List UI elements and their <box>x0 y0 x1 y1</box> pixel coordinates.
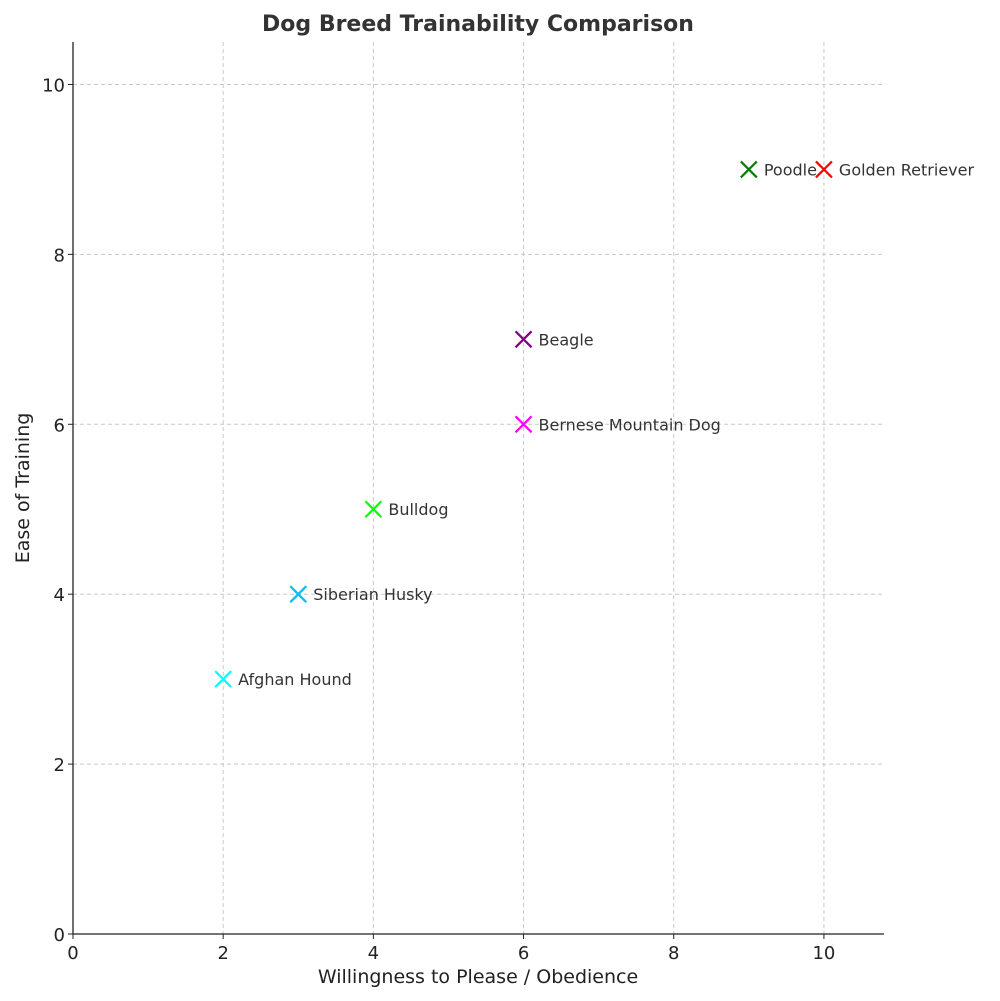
point-label: Poodle <box>764 160 817 179</box>
y-tick-label: 6 <box>54 415 65 436</box>
y-tick-label: 10 <box>42 75 65 96</box>
x-marker <box>289 585 308 603</box>
data-point: Golden Retriever <box>815 160 975 179</box>
data-point: Poodle <box>740 160 817 179</box>
point-label: Afghan Hound <box>238 670 352 689</box>
data-point: Bulldog <box>364 500 448 519</box>
x-tick-label: 0 <box>67 943 78 964</box>
x-tick-label: 4 <box>368 943 379 964</box>
x-marker <box>514 415 533 434</box>
x-marker <box>214 670 232 688</box>
y-tick-label: 2 <box>54 755 65 776</box>
data-point: Afghan Hound <box>214 670 352 689</box>
point-label: Bulldog <box>388 500 448 519</box>
x-marker <box>815 160 833 179</box>
x-tick-label: 2 <box>217 943 228 964</box>
point-label: Golden Retriever <box>839 160 975 179</box>
x-tick-label: 8 <box>668 943 679 964</box>
y-tick-label: 0 <box>54 925 65 946</box>
chart-title: Dog Breed Trainability Comparison <box>262 12 694 37</box>
data-point: Siberian Husky <box>289 585 433 604</box>
point-label: Siberian Husky <box>313 585 432 604</box>
x-axis-label: Willingness to Please / Obedience <box>318 966 638 988</box>
x-marker <box>514 330 533 349</box>
x-marker <box>740 160 758 179</box>
point-label: Beagle <box>539 330 594 349</box>
y-tick-label: 4 <box>54 585 65 606</box>
data-point: Bernese Mountain Dog <box>514 415 721 434</box>
x-tick-label: 6 <box>518 943 529 964</box>
y-tick-label: 8 <box>54 245 65 266</box>
data-point: Beagle <box>514 330 594 349</box>
x-tick-label: 10 <box>812 943 835 964</box>
x-marker <box>364 500 383 519</box>
point-label: Bernese Mountain Dog <box>539 415 721 434</box>
y-axis-label: Ease of Training <box>12 413 34 564</box>
